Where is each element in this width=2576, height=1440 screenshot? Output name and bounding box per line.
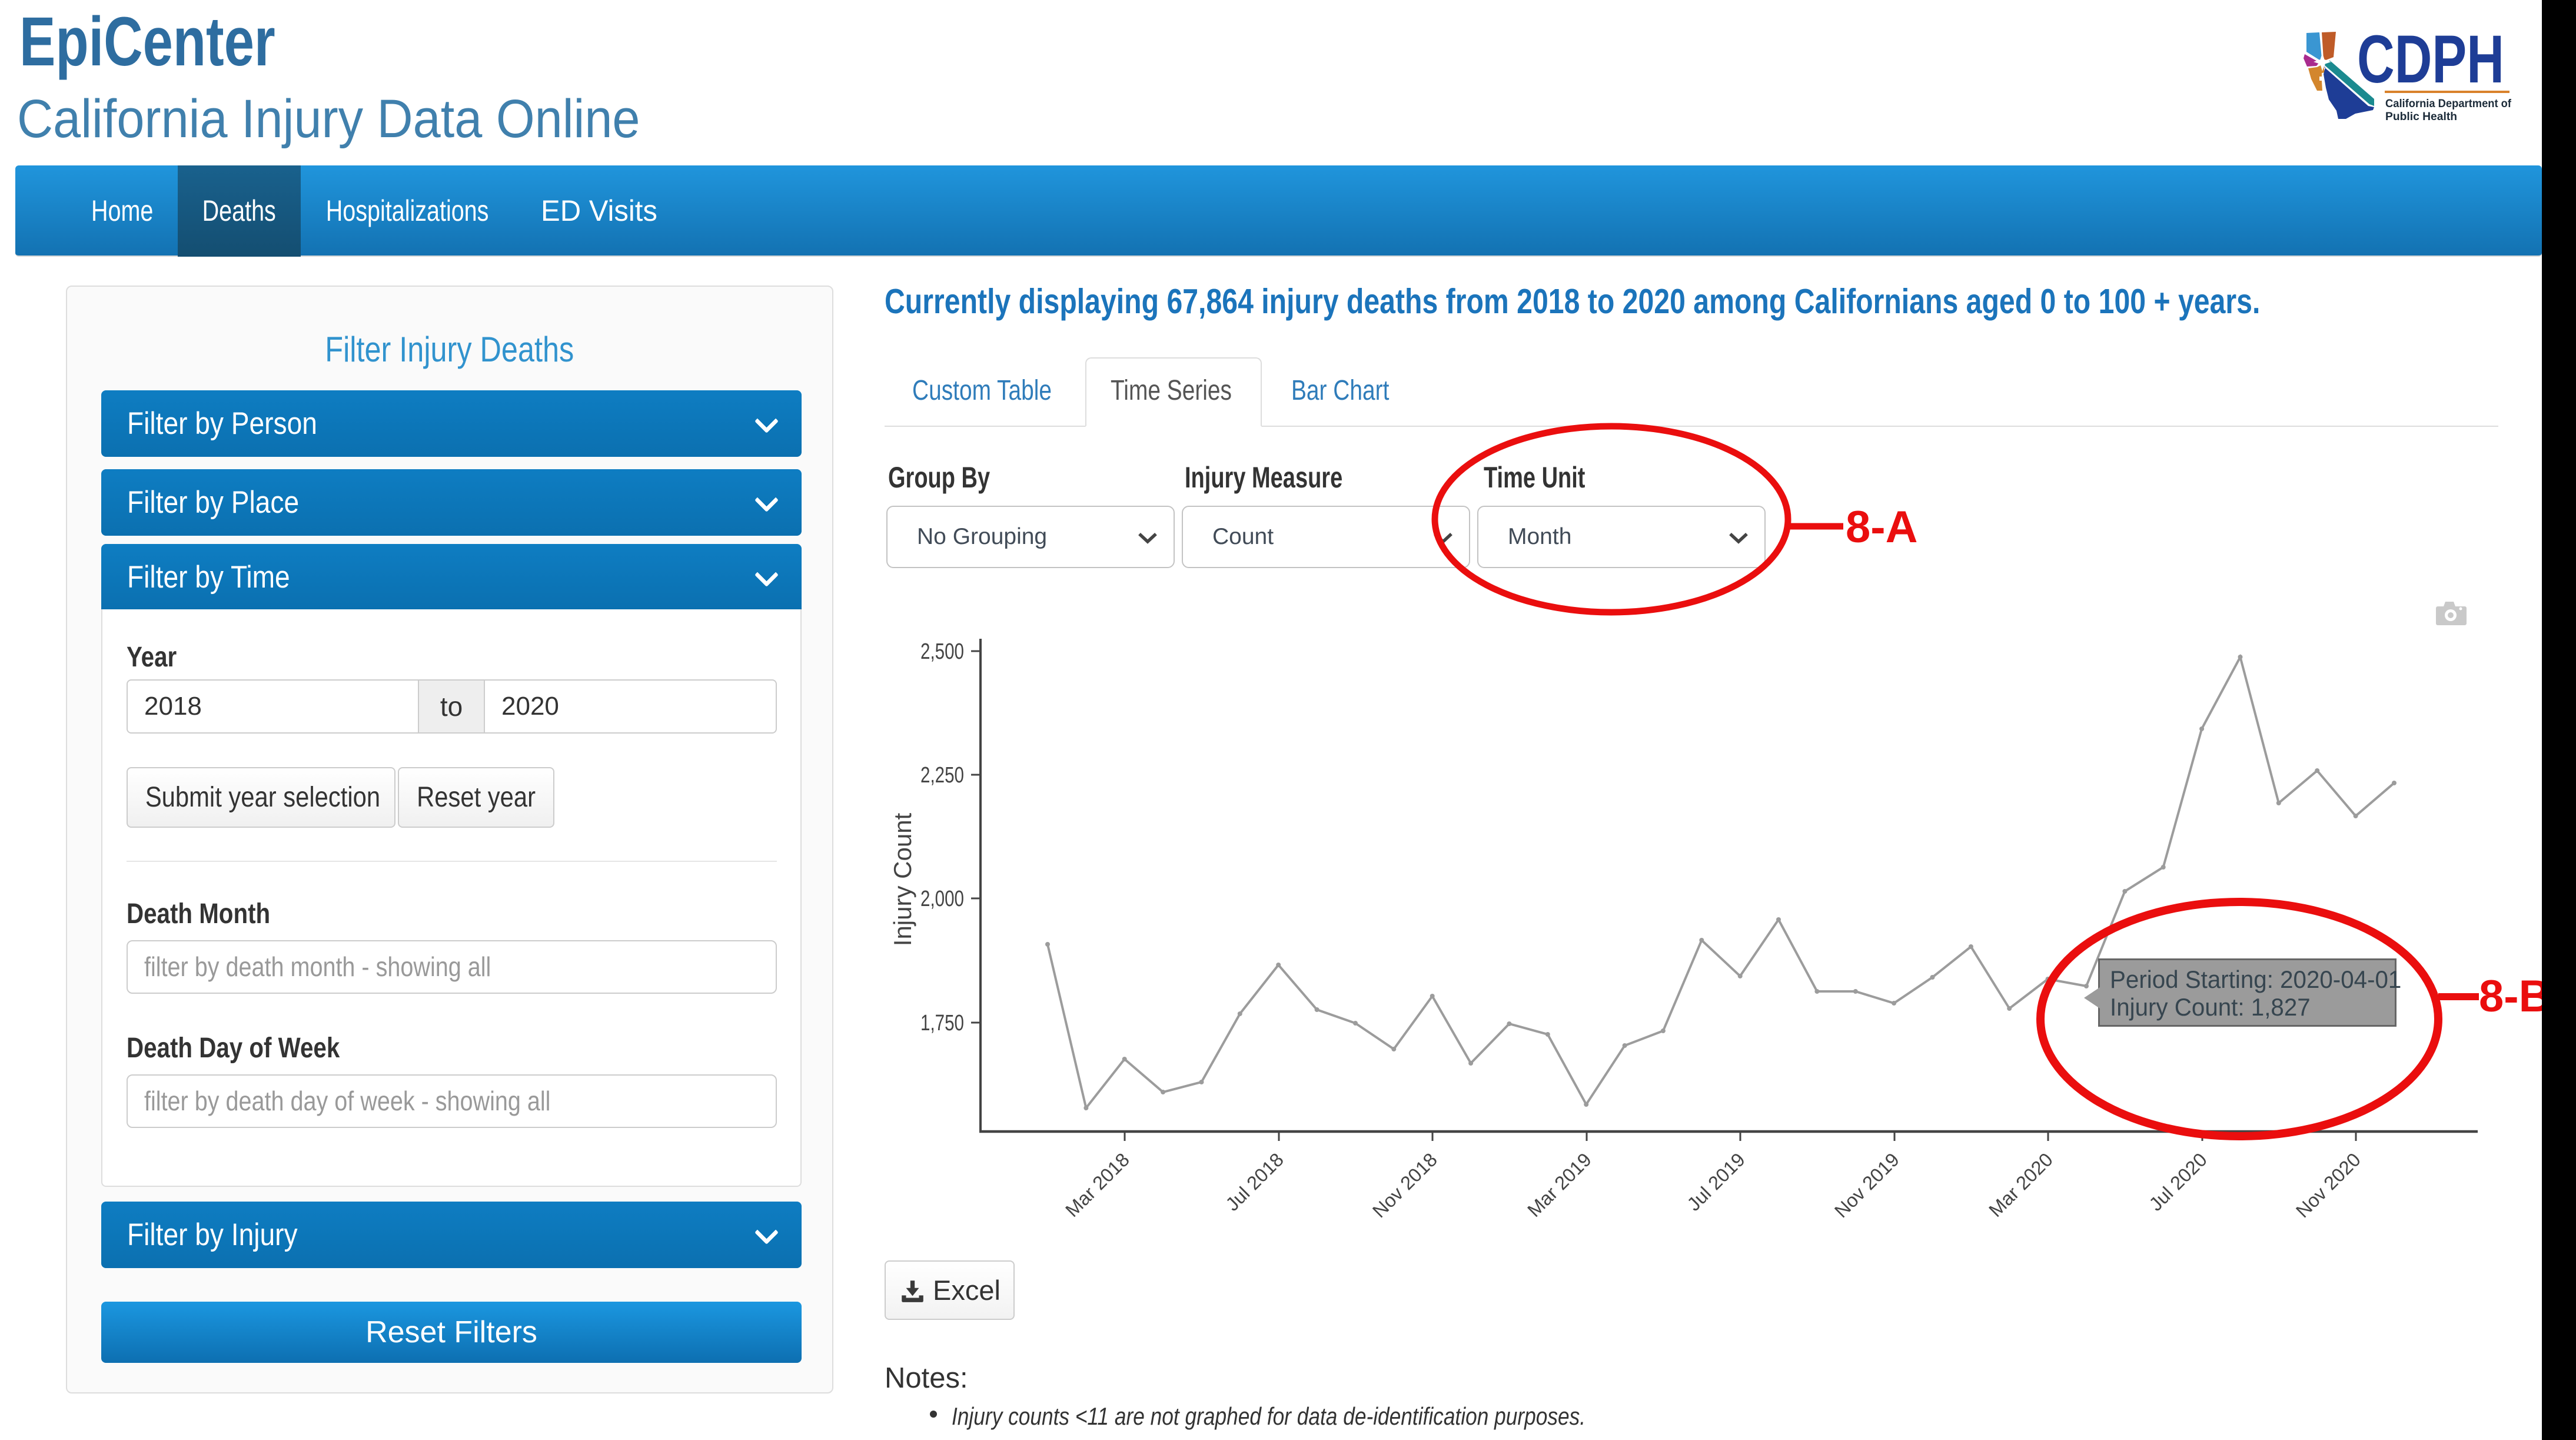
svg-text:Mar 2020: Mar 2020 bbox=[1985, 1149, 2057, 1221]
svg-text:2,250: 2,250 bbox=[920, 763, 964, 788]
svg-text:Mar 2019: Mar 2019 bbox=[1523, 1149, 1596, 1221]
svg-text:CDPH: CDPH bbox=[2357, 29, 2504, 97]
svg-text:Jul 2018: Jul 2018 bbox=[1222, 1149, 1288, 1215]
svg-text:Public Health: Public Health bbox=[2385, 111, 2457, 123]
svg-text:California Department of: California Department of bbox=[2385, 98, 2512, 110]
svg-text:2,000: 2,000 bbox=[920, 887, 964, 911]
svg-text:Mar 2018: Mar 2018 bbox=[1061, 1149, 1134, 1221]
svg-text:Injury Count: Injury Count bbox=[889, 812, 916, 946]
svg-text:Nov 2018: Nov 2018 bbox=[1368, 1149, 1441, 1222]
svg-text:Nov 2019: Nov 2019 bbox=[1830, 1149, 1903, 1222]
svg-text:Nov 2020: Nov 2020 bbox=[2292, 1149, 2365, 1222]
svg-text:8-A: 8-A bbox=[1846, 502, 1917, 552]
svg-text:2,500: 2,500 bbox=[920, 639, 964, 664]
svg-text:Jul 2019: Jul 2019 bbox=[1683, 1149, 1749, 1215]
svg-text:1,750: 1,750 bbox=[920, 1011, 964, 1036]
svg-text:Jul 2020: Jul 2020 bbox=[2145, 1149, 2211, 1215]
